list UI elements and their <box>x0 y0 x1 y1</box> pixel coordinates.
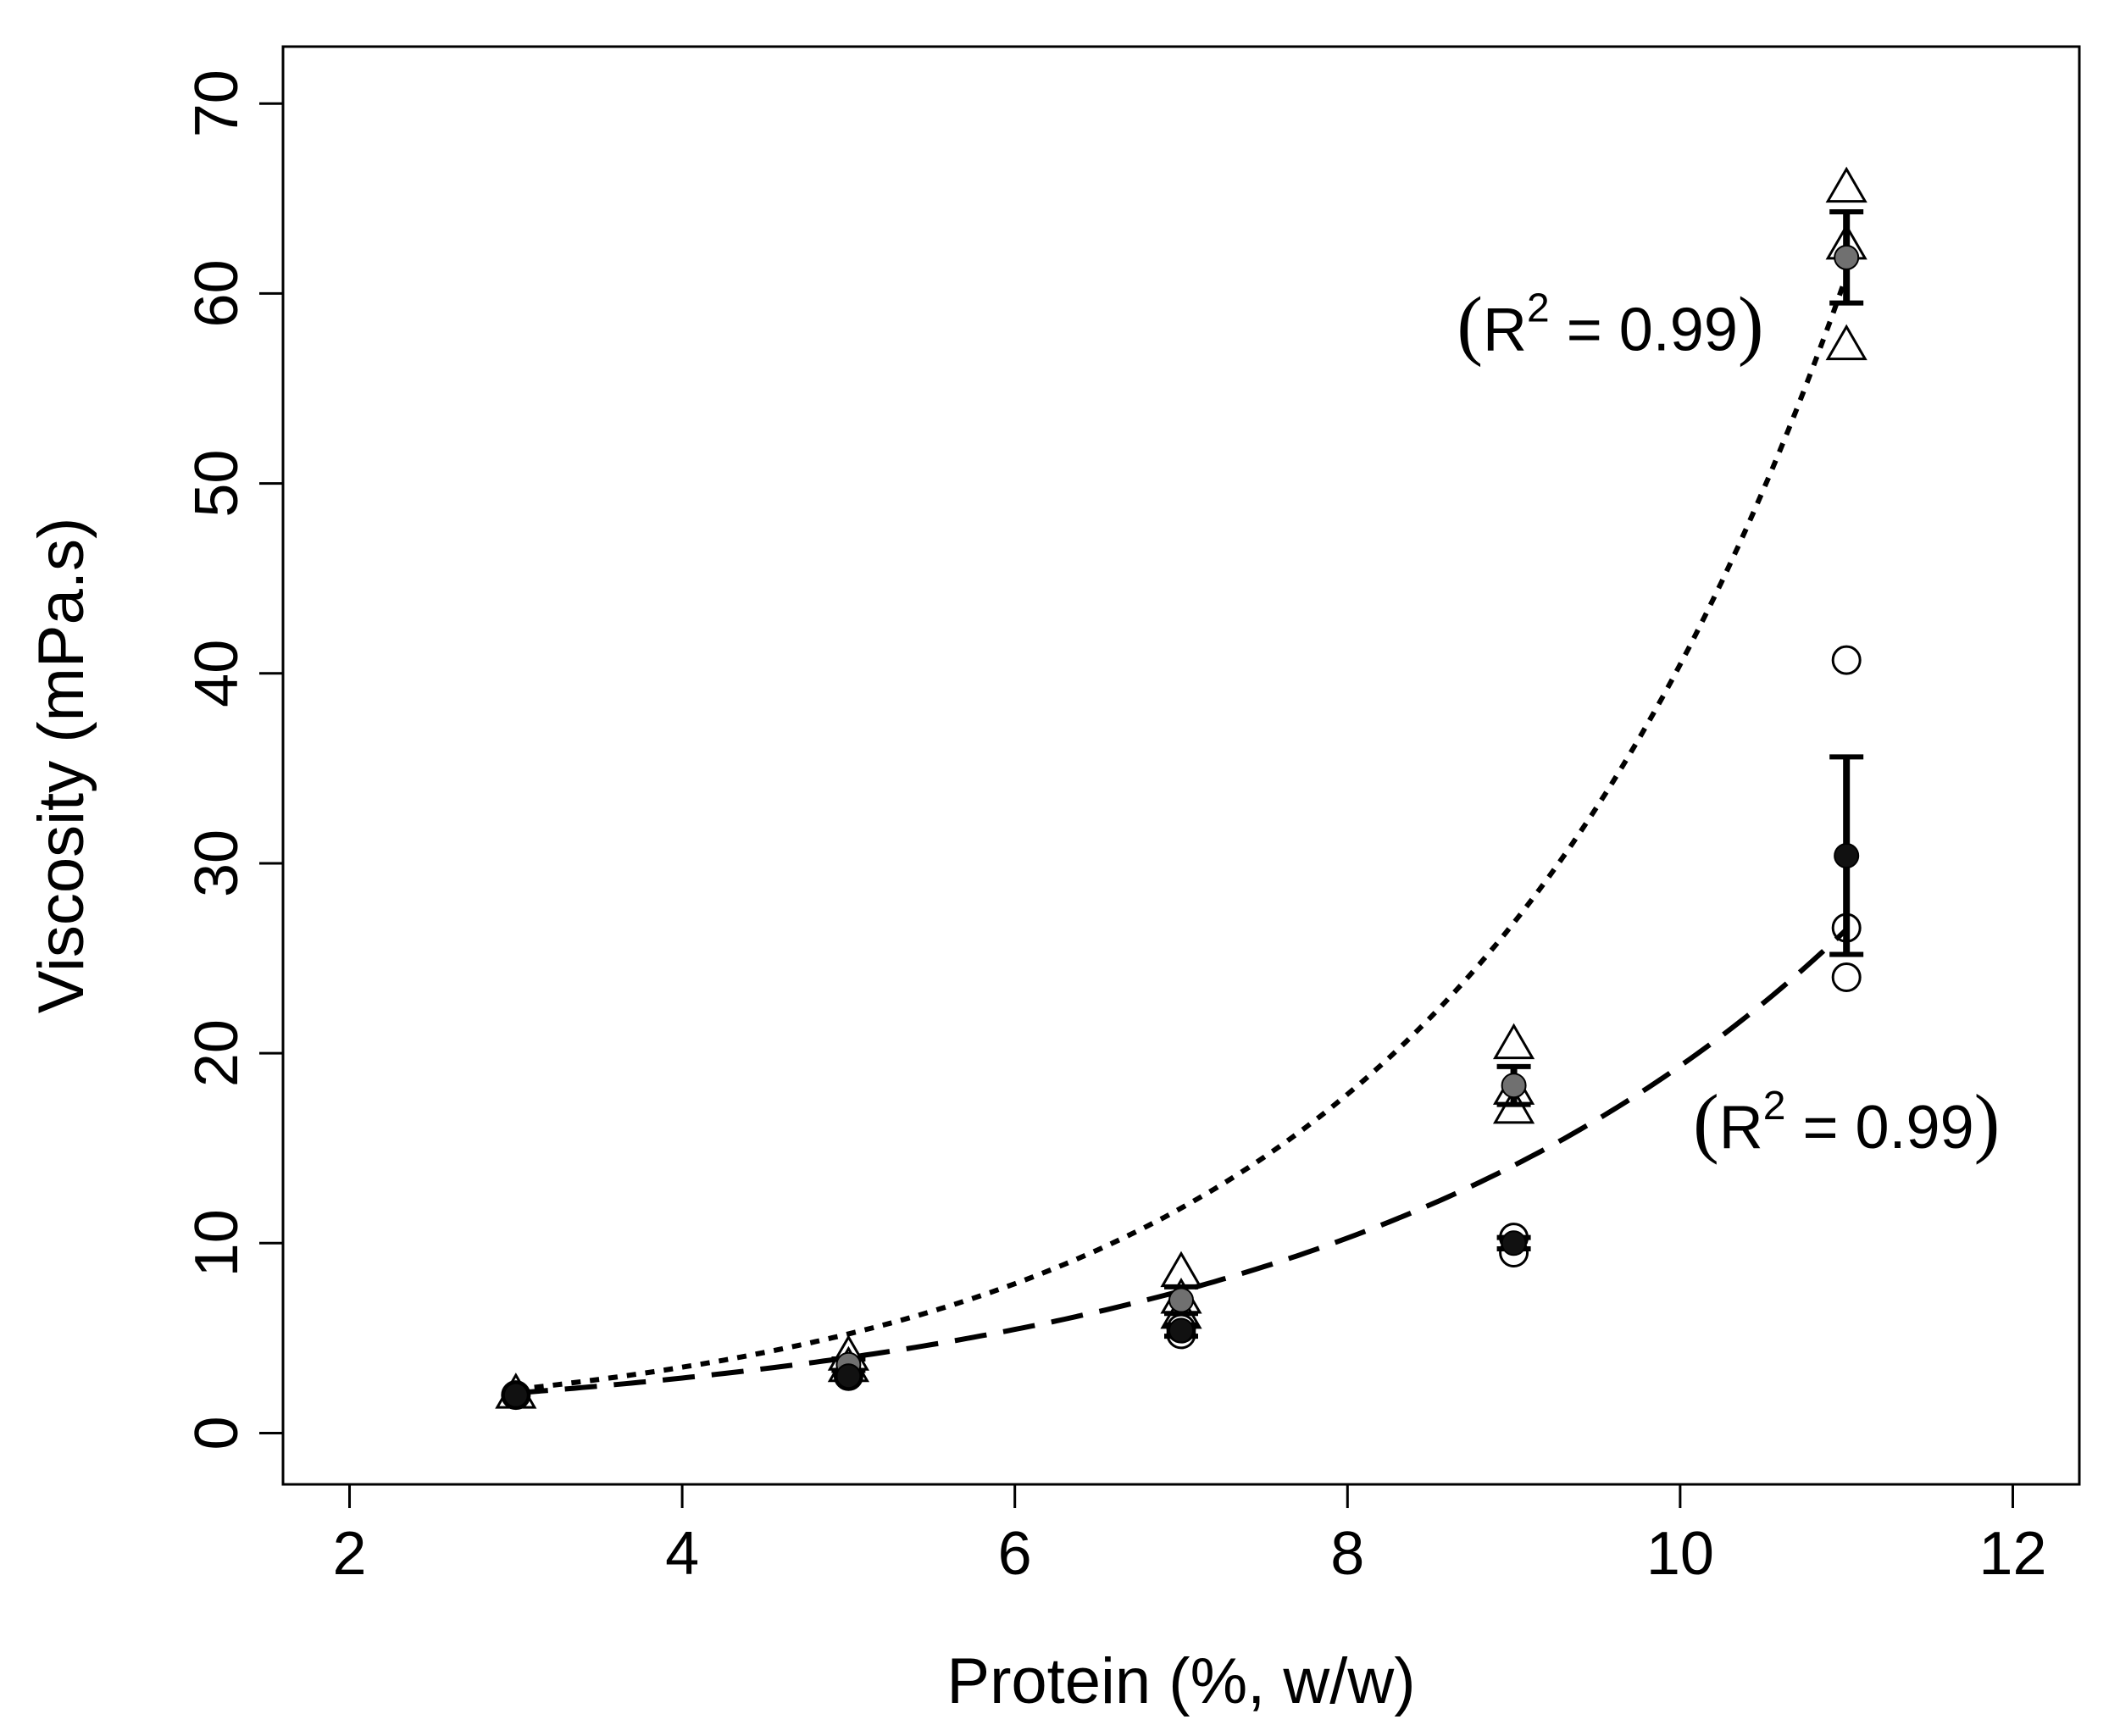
y-tick-label: 70 <box>183 69 251 137</box>
x-axis: 2 4 6 8 10 12 <box>332 1484 2047 1588</box>
x-tick-label: 12 <box>1978 1520 2046 1588</box>
mean-point <box>835 1363 862 1389</box>
y-tick-label: 10 <box>183 1209 251 1277</box>
y-tick-label: 40 <box>183 640 251 707</box>
y-tick-label: 60 <box>183 259 251 327</box>
triangle-point <box>1825 166 1867 203</box>
r-squared-annotations: (R2 = 0.99)(R2 = 0.99) <box>1457 281 2000 1166</box>
annotation-superscript: 2 <box>1527 286 1550 331</box>
x-tick-label: 4 <box>665 1520 699 1588</box>
annotation-r: R <box>1719 1094 1763 1162</box>
annotation-open-paren: ( <box>1693 1079 1719 1165</box>
y-axis: 0 10 20 30 40 50 60 70 <box>183 69 283 1450</box>
circle-point <box>1831 962 1862 992</box>
mean-point <box>1501 1073 1527 1099</box>
fit-curve-dotted <box>515 275 1850 1392</box>
fit-curve-dashed <box>515 927 1849 1396</box>
annotation-superscript: 2 <box>1763 1084 1786 1129</box>
annotation-open-paren: ( <box>1457 281 1483 368</box>
x-tick-label: 2 <box>332 1520 366 1588</box>
mean-point <box>1834 842 1860 868</box>
annotation-r: R <box>1483 297 1527 364</box>
x-axis-label: Protein (%, w/w) <box>946 1645 1415 1717</box>
circle-point <box>1831 645 1862 675</box>
annotation-value: = 0.99 <box>1550 297 1738 364</box>
mean-point <box>1501 1230 1527 1256</box>
x-tick-label: 8 <box>1330 1520 1364 1588</box>
mean-point <box>502 1382 529 1408</box>
y-axis-label: Viscosity (mPa.s) <box>25 518 97 1014</box>
y-tick-label: 0 <box>183 1416 251 1450</box>
x-tick-label: 10 <box>1646 1520 1714 1588</box>
mean-point <box>1168 1287 1194 1313</box>
r-squared-label-upper: (R2 = 0.99) <box>1457 281 1763 368</box>
annotation-close-paren: ) <box>1738 281 1764 368</box>
y-tick-label: 30 <box>183 829 251 897</box>
error-bars <box>502 209 1864 1408</box>
r-squared-label-lower: (R2 = 0.99) <box>1693 1079 2000 1165</box>
annotation-close-paren: ) <box>1974 1079 2001 1165</box>
x-tick-label: 6 <box>998 1520 1032 1588</box>
plot-frame <box>281 45 2081 1486</box>
y-tick-label: 20 <box>183 1019 251 1087</box>
mean-point <box>1168 1317 1194 1344</box>
mean-point <box>1834 244 1860 270</box>
triangle-point <box>1492 1023 1535 1060</box>
y-tick-label: 50 <box>183 450 251 518</box>
annotation-value: = 0.99 <box>1785 1094 1973 1162</box>
fit-curves <box>515 275 1850 1396</box>
triangle-point <box>1825 324 1867 361</box>
circle-point <box>501 1380 531 1411</box>
